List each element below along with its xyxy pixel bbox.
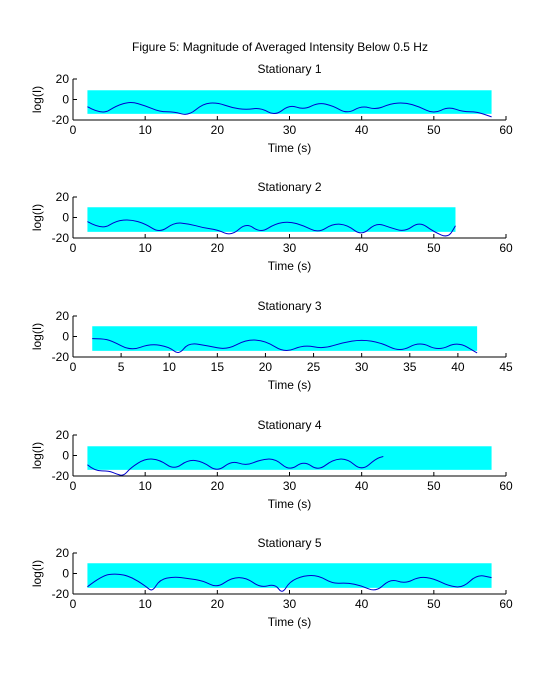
subplot-3: Stationary 30 5 10 15 20 25 30 35 40 45-20020Time… bbox=[30, 299, 513, 392]
x-tick-label: 0 bbox=[70, 597, 77, 611]
x-tick-label: 15 bbox=[211, 360, 225, 374]
subplot-title: Stationary 2 bbox=[257, 180, 321, 194]
x-axis-label: Time (s) bbox=[268, 141, 312, 155]
x-tick-label: 30 bbox=[283, 123, 297, 137]
x-tick-label: 45 bbox=[499, 360, 513, 374]
x-tick-label: 40 bbox=[451, 360, 465, 374]
x-tick-label: 20 bbox=[211, 241, 225, 255]
y-tick-label: 20 bbox=[56, 72, 70, 86]
x-tick-label: 40 bbox=[355, 597, 369, 611]
y-tick-label: -20 bbox=[52, 113, 70, 127]
y-tick-label: -20 bbox=[52, 587, 70, 601]
series-line bbox=[92, 338, 478, 354]
x-axis-label: Time (s) bbox=[268, 378, 312, 392]
x-axis-label: Time (s) bbox=[268, 497, 312, 511]
x-tick-label: 50 bbox=[427, 123, 441, 137]
y-axis-label: log(I) bbox=[30, 560, 44, 587]
x-tick-label: 0 bbox=[70, 123, 77, 137]
x-tick-label: 10 bbox=[138, 123, 152, 137]
y-tick-label: 20 bbox=[56, 190, 70, 204]
x-tick-label: 10 bbox=[138, 597, 152, 611]
y-tick-label: 0 bbox=[62, 567, 69, 581]
figure-title: Figure 5: Magnitude of Averaged Intensit… bbox=[132, 40, 428, 54]
x-tick-label: 5 bbox=[118, 360, 125, 374]
x-tick-label: 60 bbox=[499, 123, 513, 137]
x-tick-label: 40 bbox=[355, 241, 369, 255]
series-line bbox=[87, 219, 456, 237]
band-rect bbox=[87, 563, 492, 588]
x-tick-label: 20 bbox=[259, 360, 273, 374]
x-axis-label: Time (s) bbox=[268, 259, 312, 273]
subplot-title: Stationary 5 bbox=[257, 536, 321, 550]
x-axis-label: Time (s) bbox=[268, 615, 312, 629]
band-rect bbox=[92, 326, 478, 351]
y-axis-label: log(I) bbox=[30, 442, 44, 469]
x-tick-label: 10 bbox=[138, 479, 152, 493]
x-tick-label: 20 bbox=[211, 479, 225, 493]
x-tick-label: 60 bbox=[499, 479, 513, 493]
x-tick-label: 35 bbox=[403, 360, 417, 374]
x-tick-label: 40 bbox=[355, 479, 369, 493]
y-tick-label: -20 bbox=[52, 231, 70, 245]
subplot-title: Stationary 4 bbox=[257, 418, 321, 432]
x-tick-label: 30 bbox=[283, 597, 297, 611]
y-tick-label: -20 bbox=[52, 350, 70, 364]
x-tick-label: 60 bbox=[499, 597, 513, 611]
subplot-title: Stationary 3 bbox=[257, 299, 321, 313]
y-tick-label: 0 bbox=[62, 449, 69, 463]
y-axis-label: log(I) bbox=[30, 323, 44, 350]
x-tick-label: 20 bbox=[211, 123, 225, 137]
series-line bbox=[87, 102, 492, 118]
x-tick-label: 30 bbox=[283, 241, 297, 255]
y-tick-label: 20 bbox=[56, 309, 70, 323]
y-tick-label: -20 bbox=[52, 469, 70, 483]
x-tick-label: 50 bbox=[427, 241, 441, 255]
series-line bbox=[87, 573, 492, 592]
x-tick-label: 30 bbox=[283, 479, 297, 493]
y-tick-label: 0 bbox=[62, 211, 69, 225]
y-tick-label: 0 bbox=[62, 93, 69, 107]
x-tick-label: 0 bbox=[70, 360, 77, 374]
y-tick-label: 20 bbox=[56, 546, 70, 560]
band-rect bbox=[87, 446, 492, 470]
y-axis-label: log(I) bbox=[30, 86, 44, 113]
x-tick-label: 30 bbox=[355, 360, 369, 374]
x-tick-label: 50 bbox=[427, 597, 441, 611]
series-line bbox=[87, 456, 384, 476]
x-tick-label: 40 bbox=[355, 123, 369, 137]
x-tick-label: 25 bbox=[307, 360, 321, 374]
x-tick-label: 60 bbox=[499, 241, 513, 255]
x-tick-label: 10 bbox=[163, 360, 177, 374]
x-tick-label: 10 bbox=[138, 241, 152, 255]
x-tick-label: 50 bbox=[427, 479, 441, 493]
y-tick-label: 20 bbox=[56, 428, 70, 442]
x-tick-label: 0 bbox=[70, 479, 77, 493]
band-rect bbox=[87, 90, 492, 114]
subplot-title: Stationary 1 bbox=[257, 62, 321, 76]
x-tick-label: 0 bbox=[70, 241, 77, 255]
band-rect bbox=[87, 207, 456, 232]
x-tick-label: 20 bbox=[211, 597, 225, 611]
y-tick-label: 0 bbox=[62, 330, 69, 344]
y-axis-label: log(I) bbox=[30, 204, 44, 231]
